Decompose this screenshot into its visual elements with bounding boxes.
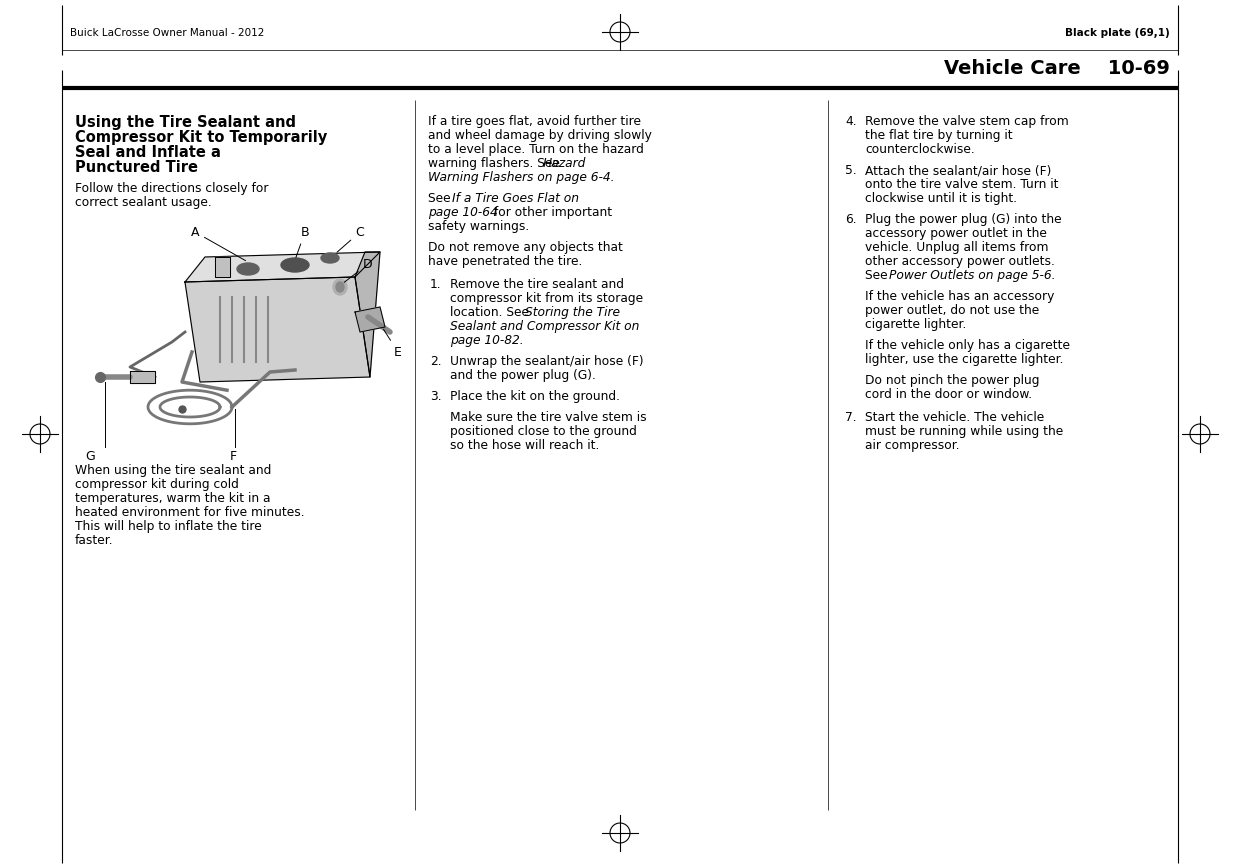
Text: 3.: 3. (430, 390, 441, 403)
Text: the flat tire by turning it: the flat tire by turning it (866, 129, 1013, 142)
Text: compressor kit during cold: compressor kit during cold (74, 478, 239, 491)
Text: Make sure the tire valve stem is: Make sure the tire valve stem is (450, 411, 646, 424)
Ellipse shape (334, 279, 347, 295)
Text: positioned close to the ground: positioned close to the ground (450, 425, 637, 438)
Text: for other important: for other important (490, 206, 613, 219)
Text: 7.: 7. (844, 411, 857, 424)
Text: If the vehicle has an accessory: If the vehicle has an accessory (866, 290, 1054, 303)
Text: When using the tire sealant and: When using the tire sealant and (74, 464, 272, 477)
Text: Start the vehicle. The vehicle: Start the vehicle. The vehicle (866, 411, 1044, 424)
Polygon shape (355, 307, 384, 332)
Ellipse shape (336, 282, 343, 292)
Text: 6.: 6. (844, 213, 857, 226)
Text: Unwrap the sealant/air hose (F): Unwrap the sealant/air hose (F) (450, 355, 644, 368)
Text: Attach the sealant/air hose (F): Attach the sealant/air hose (F) (866, 164, 1052, 177)
Text: E: E (383, 329, 402, 358)
Text: Vehicle Care    10-69: Vehicle Care 10-69 (944, 59, 1171, 78)
Text: power outlet, do not use the: power outlet, do not use the (866, 304, 1039, 317)
Text: temperatures, warm the kit in a: temperatures, warm the kit in a (74, 492, 270, 505)
Text: Compressor Kit to Temporarily: Compressor Kit to Temporarily (74, 130, 327, 145)
Ellipse shape (321, 253, 339, 263)
Ellipse shape (281, 258, 309, 272)
Text: C: C (337, 226, 365, 253)
Text: faster.: faster. (74, 534, 114, 547)
Text: to a level place. Turn on the hazard: to a level place. Turn on the hazard (428, 143, 644, 156)
Text: page 10-64: page 10-64 (428, 206, 497, 219)
Text: must be running while using the: must be running while using the (866, 425, 1063, 438)
Text: compressor kit from its storage: compressor kit from its storage (450, 292, 644, 305)
Text: Storing the Tire: Storing the Tire (525, 306, 620, 319)
Text: Sealant and Compressor Kit on: Sealant and Compressor Kit on (450, 320, 640, 333)
Text: accessory power outlet in the: accessory power outlet in the (866, 227, 1047, 240)
Text: Buick LaCrosse Owner Manual - 2012: Buick LaCrosse Owner Manual - 2012 (69, 28, 264, 38)
Text: Punctured Tire: Punctured Tire (74, 160, 198, 175)
Text: G: G (86, 450, 94, 463)
Text: 1.: 1. (430, 278, 441, 291)
Polygon shape (130, 371, 155, 383)
Text: Power Outlets on page 5-6.: Power Outlets on page 5-6. (889, 269, 1055, 282)
Text: other accessory power outlets.: other accessory power outlets. (866, 255, 1055, 268)
Text: D: D (345, 258, 373, 282)
Text: See: See (866, 269, 892, 282)
Text: clockwise until it is tight.: clockwise until it is tight. (866, 192, 1017, 205)
Text: Hazard: Hazard (543, 157, 587, 170)
Text: 5.: 5. (844, 164, 857, 177)
Text: heated environment for five minutes.: heated environment for five minutes. (74, 506, 305, 519)
Text: onto the tire valve stem. Turn it: onto the tire valve stem. Turn it (866, 178, 1059, 191)
Text: Do not remove any objects that: Do not remove any objects that (428, 241, 622, 254)
Text: location. See: location. See (450, 306, 533, 319)
Text: Remove the valve stem cap from: Remove the valve stem cap from (866, 115, 1069, 128)
Ellipse shape (237, 263, 259, 275)
Text: See: See (428, 192, 455, 205)
Text: Using the Tire Sealant and: Using the Tire Sealant and (74, 115, 296, 130)
Text: so the hose will reach it.: so the hose will reach it. (450, 439, 599, 452)
Text: page 10-82.: page 10-82. (450, 334, 523, 347)
Text: and wheel damage by driving slowly: and wheel damage by driving slowly (428, 129, 652, 142)
Text: 4.: 4. (844, 115, 857, 128)
Polygon shape (355, 252, 379, 377)
Text: Follow the directions closely for: Follow the directions closely for (74, 182, 269, 195)
Text: This will help to inflate the tire: This will help to inflate the tire (74, 520, 262, 533)
Text: correct sealant usage.: correct sealant usage. (74, 196, 212, 209)
Text: safety warnings.: safety warnings. (428, 220, 529, 233)
Text: Place the kit on the ground.: Place the kit on the ground. (450, 390, 620, 403)
Text: Remove the tire sealant and: Remove the tire sealant and (450, 278, 624, 291)
Text: and the power plug (G).: and the power plug (G). (450, 369, 596, 382)
Text: cord in the door or window.: cord in the door or window. (866, 388, 1032, 401)
Text: vehicle. Unplug all items from: vehicle. Unplug all items from (866, 241, 1049, 254)
Polygon shape (215, 257, 229, 277)
Polygon shape (185, 277, 370, 382)
Text: Seal and Inflate a: Seal and Inflate a (74, 145, 221, 160)
Text: F: F (229, 450, 237, 463)
Text: counterclockwise.: counterclockwise. (866, 143, 975, 156)
Text: Do not pinch the power plug: Do not pinch the power plug (866, 374, 1039, 387)
Text: B: B (296, 226, 309, 258)
Text: A: A (191, 226, 246, 260)
Polygon shape (185, 252, 379, 282)
Text: If a tire goes flat, avoid further tire: If a tire goes flat, avoid further tire (428, 115, 641, 128)
Text: If the vehicle only has a cigarette: If the vehicle only has a cigarette (866, 339, 1070, 352)
Text: air compressor.: air compressor. (866, 439, 960, 452)
Text: lighter, use the cigarette lighter.: lighter, use the cigarette lighter. (866, 353, 1064, 366)
Text: Warning Flashers on page 6-4.: Warning Flashers on page 6-4. (428, 171, 615, 184)
Text: 2.: 2. (430, 355, 441, 368)
Text: If a Tire Goes Flat on: If a Tire Goes Flat on (453, 192, 579, 205)
Text: warning flashers. See: warning flashers. See (428, 157, 564, 170)
Text: Plug the power plug (G) into the: Plug the power plug (G) into the (866, 213, 1061, 226)
Text: cigarette lighter.: cigarette lighter. (866, 318, 966, 331)
Text: have penetrated the tire.: have penetrated the tire. (428, 255, 583, 268)
Text: Black plate (69,1): Black plate (69,1) (1065, 28, 1171, 38)
